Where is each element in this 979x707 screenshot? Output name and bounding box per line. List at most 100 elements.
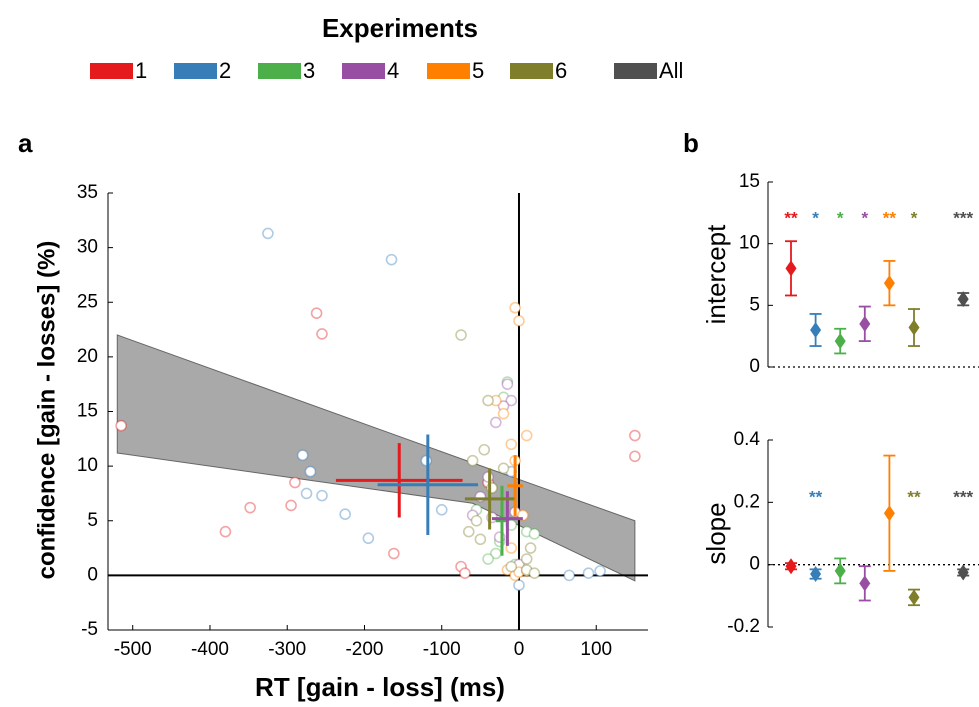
data-point [513,579,525,592]
y-tick-label: 15 [77,401,98,422]
data-point [497,462,510,475]
legend-label: 5 [472,58,484,83]
data-point [629,450,641,463]
y-axis-label: intercept [701,224,731,324]
legend-swatch [174,63,217,79]
y-tick-label: 10 [77,455,98,476]
data-point [478,443,491,456]
diamond [883,505,895,522]
legend-label: 2 [219,58,231,83]
legend-swatch [510,63,553,79]
legend-title: Experiments [322,13,478,43]
data-point [520,429,533,442]
y-tick-label: 10 [739,233,760,254]
diamond [785,260,797,277]
y-tick-label: 15 [739,171,760,192]
data-point [509,301,521,314]
legend-label: 1 [135,58,147,83]
x-axis-label: RT [gain - loss] (ms) [255,672,505,702]
legend-label: 4 [387,58,399,83]
data-point [497,407,510,420]
significance: * [861,208,868,227]
confidence-band [116,334,636,582]
data-point [501,378,514,390]
significance: ** [907,487,921,506]
data-point [310,307,323,319]
data-point [420,454,433,467]
errorbar-panel: -0.200.20.4** ** ***slope [701,429,979,637]
scatter-panel: -5 0 5 10 15 20 25 30 35 -500 -400 -300 -200 -100 0 100… [18,128,648,702]
data-point [435,504,448,516]
y-tick-label: 0.2 [734,491,760,512]
y-tick-label: -0.2 [727,616,760,637]
data-point [505,560,518,573]
x-tick-label: -500 [114,639,152,660]
data-point [528,528,541,540]
legend-swatch [258,63,301,79]
data-point [470,514,483,527]
data-point [459,567,471,579]
data-point [289,476,301,489]
diamond [834,562,846,579]
data-point [262,227,274,240]
y-tick-label: 35 [77,182,98,203]
y-tick-label: 5 [87,510,98,531]
diamond [883,275,895,292]
significance: *** [953,208,973,227]
data-point [594,565,606,577]
data-point [304,465,317,478]
data-point [316,489,328,502]
y-tick-label: 5 [749,294,760,315]
x-tick-label: -300 [268,639,306,660]
data-point [528,567,541,579]
data-point [115,419,127,432]
diamond [908,319,920,336]
y-tick-label: 30 [77,237,98,258]
data-point [388,547,400,560]
significance: ** [784,208,798,227]
data-point [339,508,351,520]
x-tick-label: -400 [191,639,229,660]
x-tick-label: -100 [423,639,461,660]
data-point [482,471,494,483]
diamond [834,333,846,350]
x-tick-label: -200 [345,639,383,660]
data-point [524,542,537,554]
diamond [810,566,822,583]
data-point [505,438,518,451]
legend-swatch [342,63,385,79]
legend-label: 3 [303,58,315,83]
x-tick-label: 0 [514,639,525,660]
data-point [482,553,494,565]
diamond [810,322,822,338]
data-point [466,454,479,467]
y-tick-label: 0 [749,554,760,575]
x-tick-label: 100 [580,639,612,660]
diamond [859,315,871,332]
significance: * [812,208,819,227]
legend-label: All [659,58,683,83]
y-tick-label: 25 [77,291,98,312]
significance: *** [953,487,973,506]
significance: ** [809,487,823,506]
data-point [482,394,494,407]
significance: * [837,208,844,227]
significance: * [911,208,918,227]
data-point [362,532,375,545]
data-point [244,501,256,514]
data-point [385,253,398,266]
data-point [462,525,475,538]
diamond [785,558,797,575]
y-axis-label: confidence [gain - losses] (%) [33,241,60,580]
legend: 1 2 3 4 5 6 All [90,58,683,83]
data-point [219,525,232,538]
data-point [520,553,533,565]
y-tick-label: 0 [87,564,98,585]
data-point [629,429,641,442]
data-point [285,499,297,512]
diamond [957,564,969,581]
data-point [455,329,467,341]
